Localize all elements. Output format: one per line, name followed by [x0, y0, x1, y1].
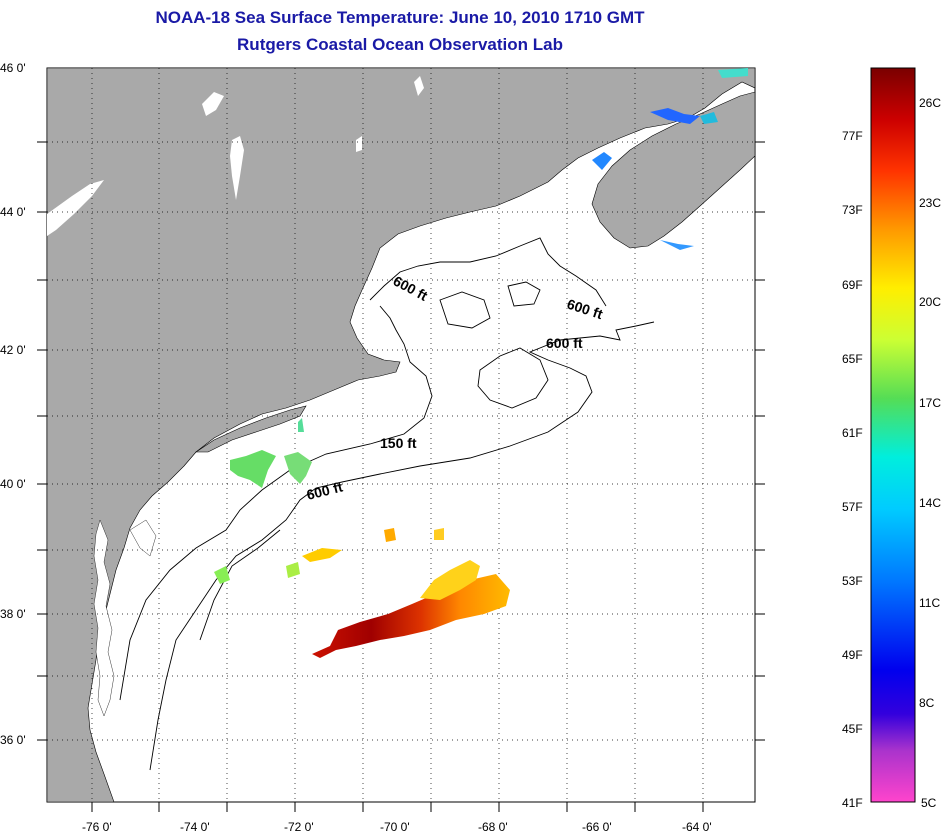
colorbar-c-label: 8C — [919, 696, 935, 710]
colorbar-f-label: 41F — [842, 796, 863, 810]
colorbar-f-label: 61F — [842, 426, 863, 440]
contour-label: 600 ft — [546, 335, 583, 351]
lat-label: 40 0' — [0, 477, 26, 491]
sst-patch-cold-maine — [592, 152, 612, 170]
colorbar-f-label: 45F — [842, 722, 863, 736]
contour-mid-atlantic — [199, 529, 281, 641]
lon-label: -64 0' — [682, 820, 712, 834]
lat-label: 38 0' — [0, 607, 26, 621]
sst-patch-cold-bay-of-fundy — [650, 108, 700, 124]
lat-label: 44 0' — [0, 205, 26, 219]
contour-basin — [439, 291, 491, 329]
sst-patch-cold-scotian — [660, 240, 694, 250]
contour-150ft — [119, 305, 433, 701]
sst-patch-green-ne — [230, 450, 276, 488]
lake — [230, 136, 244, 200]
map-subtitle: Rutgers Coastal Ocean Observation Lab — [237, 35, 563, 54]
lon-label: -66 0' — [582, 820, 612, 834]
land-long-island — [195, 405, 307, 453]
lake — [47, 180, 104, 236]
colorbar-f-label: 57F — [842, 500, 863, 514]
map-title: NOAA-18 Sea Surface Temperature: June 10… — [155, 8, 645, 27]
sst-patch-green-south — [286, 562, 300, 578]
lat-label: 36 0' — [0, 733, 26, 747]
contour-basin — [507, 281, 541, 307]
lon-label: -74 0' — [180, 820, 210, 834]
colorbar-c-label: 11C — [919, 596, 941, 610]
colorbar-f-label: 73F — [842, 203, 863, 217]
lon-label: -72 0' — [284, 820, 314, 834]
lon-label: -76 0' — [82, 820, 112, 834]
contour-600ft-shelf-edge — [149, 321, 655, 771]
sst-patch-cyan-top — [718, 68, 748, 78]
colorbar-c-label: 14C — [919, 496, 942, 510]
colorbar-f-label: 65F — [842, 352, 863, 366]
colorbar-f-label: 77F — [842, 129, 863, 143]
sst-patch-small — [384, 528, 396, 542]
sst-patch-warm-core — [312, 574, 510, 658]
lon-label: -68 0' — [478, 820, 508, 834]
sst-patches — [214, 68, 748, 658]
colorbar-c-label: 26C — [919, 96, 942, 110]
sst-patch-green-south — [214, 566, 230, 584]
lake — [202, 92, 224, 116]
colorbar-f-label: 49F — [842, 648, 863, 662]
colorbar-f-label: 53F — [842, 574, 863, 588]
lake — [414, 76, 424, 96]
lat-label: 42 0' — [0, 343, 26, 357]
colorbar-f-label: 69F — [842, 278, 863, 292]
sst-patch-small — [434, 528, 444, 540]
colorbar-c-label: 5C — [921, 796, 937, 810]
land-nova-scotia — [591, 91, 755, 249]
lon-label: -70 0' — [380, 820, 410, 834]
colorbar-c-label: 17C — [919, 396, 942, 410]
contour-label: 150 ft — [380, 435, 417, 451]
lake — [356, 136, 362, 152]
sst-patch-cold-bay — [700, 112, 718, 124]
sst-patch-green-small — [298, 418, 304, 432]
colorbar — [870, 67, 916, 803]
colorbar-c-label: 20C — [919, 295, 942, 309]
sst-patch-green-ne — [284, 452, 312, 484]
chesapeake-bay — [93, 519, 115, 717]
colorbar-c-label: 23C — [919, 196, 942, 210]
contour-georges-bank — [477, 347, 549, 409]
sst-patch-warm-spots — [302, 548, 342, 562]
bathymetry-contours — [119, 237, 655, 771]
sst-patch-warm-north — [420, 560, 480, 600]
frame-ticks — [37, 141, 765, 812]
contour-gulf-of-maine — [369, 237, 607, 307]
lat-label: 46 0' — [0, 61, 26, 75]
grid-lines — [47, 68, 755, 802]
delaware-bay — [129, 519, 157, 557]
